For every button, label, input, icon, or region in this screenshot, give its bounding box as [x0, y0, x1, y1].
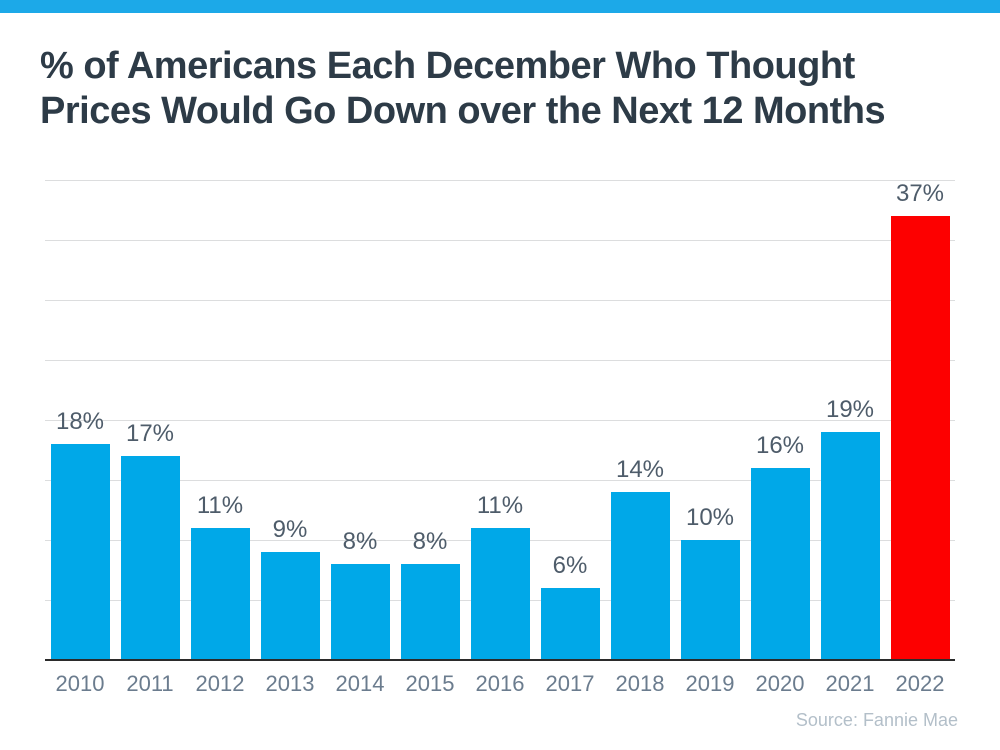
bar-value-label-2016: 11% — [476, 492, 524, 519]
x-tick-label-2013: 2013 — [265, 671, 315, 696]
x-tick-label-2016: 2016 — [475, 671, 525, 696]
bar-value-label-2017: 6% — [552, 552, 588, 579]
bar-group-2022: 37% — [885, 180, 955, 660]
bars-container: 18% 17% 11% 9% 8% 8% 11% 6% 14% 10% 16% 19% 37% — [45, 180, 955, 660]
source-caption: Source: Fannie Mae — [795, 710, 958, 730]
bar-2019 — [681, 540, 740, 660]
chart-title-line2: Prices Would Go Down over the Next 12 Mo… — [40, 90, 886, 132]
x-tick-label-2010: 2010 — [55, 671, 105, 696]
bar-group-2015: 8% — [395, 180, 465, 660]
gridline-25 — [45, 360, 955, 361]
bar-2010 — [51, 444, 110, 660]
bar-2020 — [751, 468, 810, 660]
gridline-15 — [45, 480, 955, 481]
bar-value-label-2021: 19% — [825, 396, 875, 423]
bar-value-label-2019: 10% — [685, 504, 735, 531]
x-tick-label-2014: 2014 — [335, 671, 385, 696]
bar-2011 — [121, 456, 180, 660]
x-tick-label-2017: 2017 — [545, 671, 595, 696]
x-tick-label-2019: 2019 — [685, 671, 735, 696]
bar-value-label-2014: 8% — [342, 528, 378, 555]
x-axis-labels: 2010 2011 2012 2013 2014 2015 2016 2017 2018 2019… — [45, 671, 955, 697]
bar-2015 — [401, 564, 460, 660]
x-tick-label-2015: 2015 — [405, 671, 455, 696]
x-tick-label-2018: 2018 — [615, 671, 665, 696]
bar-2018 — [611, 492, 670, 660]
bar-value-label-2010: 18% — [55, 408, 105, 435]
top-stripe — [0, 0, 1000, 13]
bar-value-label-2018: 14% — [615, 456, 665, 483]
bar-group-2011: 17% — [115, 180, 185, 660]
bar-group-2016: 11% — [465, 180, 535, 660]
bar-value-label-2011: 17% — [125, 420, 175, 447]
bar-value-label-2013: 9% — [272, 516, 308, 543]
bar-group-2019: 10% — [675, 180, 745, 660]
bar-group-2013: 9% — [255, 180, 325, 660]
x-axis-line — [45, 659, 955, 661]
x-tick-label-2011: 2011 — [126, 671, 174, 696]
bar-2013 — [261, 552, 320, 660]
chart-title: % of Americans Each December Who Thought… — [40, 44, 886, 134]
bar-group-2020: 16% — [745, 180, 815, 660]
x-tick-label-2021: 2021 — [825, 671, 875, 696]
bar-group-2017: 6% — [535, 180, 605, 660]
bar-2016 — [471, 528, 530, 660]
gridline-40 — [45, 180, 955, 181]
gridline-20 — [45, 420, 955, 421]
gridline-35 — [45, 240, 955, 241]
x-tick-label-2022: 2022 — [895, 671, 945, 696]
plot-area: 18% 17% 11% 9% 8% 8% 11% 6% 14% 10% 16% 19% 37% — [45, 180, 955, 661]
bar-value-label-2015: 8% — [412, 528, 448, 555]
bar-2017 — [541, 588, 600, 660]
chart-title-line1: % of Americans Each December Who Thought — [40, 45, 855, 87]
bar-group-2014: 8% — [325, 180, 395, 660]
bar-group-2010: 18% — [45, 180, 115, 660]
x-tick-label-2012: 2012 — [195, 671, 245, 696]
bar-2014 — [331, 564, 390, 660]
bar-group-2018: 14% — [605, 180, 675, 660]
bar-group-2021: 19% — [815, 180, 885, 660]
bar-2022 — [891, 216, 950, 660]
bar-2021 — [821, 432, 880, 660]
bar-group-2012: 11% — [185, 180, 255, 660]
x-tick-label-2020: 2020 — [755, 671, 805, 696]
bar-value-label-2012: 11% — [196, 492, 244, 519]
gridline-30 — [45, 300, 955, 301]
bar-value-label-2020: 16% — [755, 432, 805, 459]
bar-2012 — [191, 528, 250, 660]
bar-value-label-2022: 37% — [895, 180, 945, 207]
